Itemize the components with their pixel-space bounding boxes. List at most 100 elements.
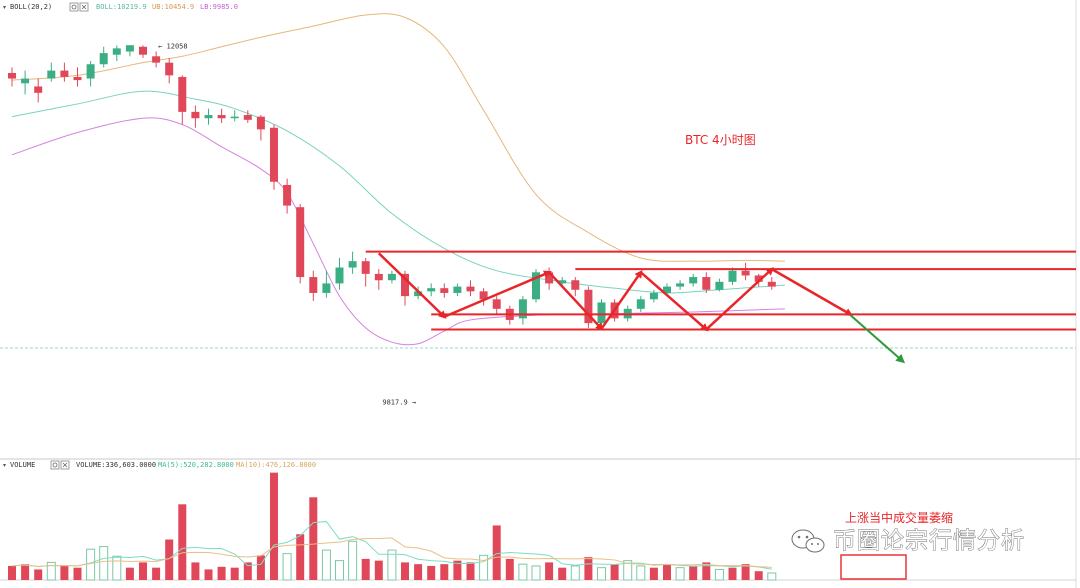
candle — [125, 45, 134, 57]
candle-body — [427, 288, 436, 292]
candle-body — [401, 273, 409, 297]
candle-body — [374, 273, 383, 281]
volume-bars — [8, 472, 777, 581]
volume-bar — [217, 566, 226, 580]
candle — [152, 51, 161, 68]
candle-body — [414, 291, 423, 297]
candle — [217, 108, 226, 123]
volume-bar — [296, 534, 305, 580]
volume-bar — [767, 572, 777, 581]
candle — [571, 277, 580, 297]
candle — [47, 62, 56, 82]
volume-bar — [414, 564, 423, 580]
volume-bar — [73, 567, 82, 580]
candle-body — [21, 78, 30, 84]
collapse-arrow-icon[interactable]: ▾ — [3, 4, 6, 11]
boll-value: BOLL:10219.9 — [96, 3, 147, 11]
volume-bar — [741, 564, 750, 580]
volume-bar — [204, 569, 213, 580]
volume-collapse-arrow-icon[interactable]: ▾ — [3, 462, 6, 469]
close-icon[interactable] — [79, 2, 89, 12]
volume-close-icon[interactable] — [60, 460, 70, 470]
middle-band-line — [11, 90, 785, 294]
candle — [283, 178, 292, 214]
volume-bar — [675, 567, 685, 581]
candle — [728, 267, 737, 285]
candle — [256, 115, 265, 141]
settings-icon[interactable] — [69, 2, 79, 12]
trend-arrow — [705, 267, 775, 331]
candle-body — [47, 70, 56, 79]
trend-arrow — [771, 268, 853, 316]
volume-annotation: 上涨当中成交量萎缩 — [845, 510, 953, 525]
candle-body — [34, 86, 43, 93]
candle-body — [689, 277, 698, 284]
volume-bar — [8, 565, 16, 580]
candle-body — [584, 289, 593, 324]
volume-bar — [191, 562, 200, 580]
volume-bar — [440, 564, 449, 580]
candle-body — [204, 115, 213, 119]
candle-body — [243, 115, 252, 120]
candle-body — [8, 72, 16, 79]
volume-label: VOLUME — [10, 461, 35, 469]
volume-bar — [453, 560, 462, 580]
candle — [230, 110, 239, 122]
candle-body — [663, 286, 671, 293]
volume-bar — [230, 567, 239, 580]
trend-arrow — [443, 270, 552, 318]
candle — [767, 277, 776, 290]
volume-bar — [649, 567, 658, 580]
candle-body — [571, 280, 580, 290]
volume-bar — [178, 504, 187, 580]
candle-body — [387, 273, 396, 281]
candle — [139, 45, 147, 58]
candle-body — [86, 64, 95, 79]
volume-bar — [86, 548, 96, 581]
candle-body — [361, 261, 370, 274]
volume-bar — [545, 562, 554, 580]
volume-bar — [60, 565, 69, 580]
candle-body — [139, 46, 147, 55]
candle — [492, 296, 501, 316]
volume-bar — [636, 565, 646, 581]
candle — [518, 296, 527, 325]
candle-body — [440, 288, 449, 293]
candle — [387, 270, 396, 284]
candle-body — [453, 286, 462, 293]
volume-bar — [348, 540, 358, 581]
volume-bar — [728, 567, 737, 580]
candle-body — [636, 299, 645, 309]
volume-bar — [401, 562, 409, 580]
candle — [191, 105, 200, 128]
candle — [453, 283, 462, 297]
candle-body — [60, 70, 69, 77]
candle — [322, 270, 331, 298]
volume-bar — [152, 567, 161, 580]
candle-body — [230, 116, 239, 119]
volume-bar — [427, 565, 436, 580]
candle — [584, 286, 593, 328]
candle — [21, 70, 30, 95]
price-labels: ← 12058 9817.9 → — [158, 42, 416, 406]
volume-bar — [335, 560, 344, 581]
candle — [715, 278, 724, 292]
projection-arrow — [849, 314, 906, 364]
candle-body — [715, 281, 724, 290]
candle-body — [558, 280, 567, 284]
candle — [335, 258, 344, 290]
volume-bar — [466, 562, 475, 580]
candle-body — [125, 45, 134, 52]
candle — [401, 270, 409, 306]
volume-bar — [714, 568, 724, 581]
volume-settings-icon[interactable] — [50, 460, 60, 470]
candle — [649, 289, 658, 303]
main-legend: ▾ BOLL(20,2) BOLL:10219.9 UB:10454.9 LB:… — [3, 2, 238, 12]
candle — [427, 283, 436, 297]
volume-bar — [610, 564, 619, 580]
candle — [702, 272, 711, 293]
trend-arrow — [548, 271, 604, 331]
high-price-label: ← 12058 — [158, 42, 188, 50]
volume-bar — [165, 539, 174, 580]
